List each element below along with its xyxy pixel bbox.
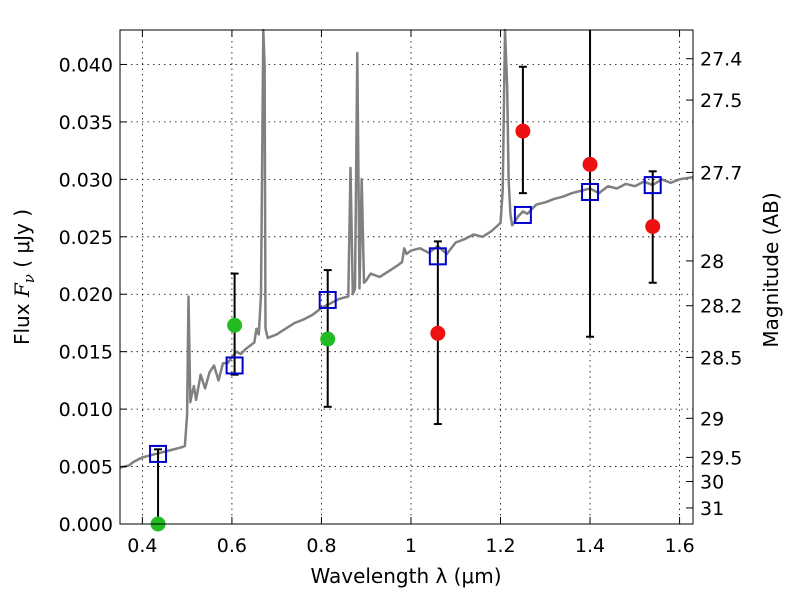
y2-tick-label: 28.5 [700,347,742,369]
x-tick-label: 1 [405,535,417,557]
tick-labels: 0.4 0.6 0.8 1 1.2 1.4 1.6 0.000 0.005 0.010 0.015 0… [59,49,743,557]
y2-tick-label: 29.5 [700,447,742,469]
model-photometry-square [428,247,447,266]
y2-tick-label: 27.7 [700,162,742,184]
x-tick-label: 1.6 [664,535,694,557]
red-data-point [515,123,531,139]
model-photometry-square [318,290,337,309]
y-axis-label-subscript: ν [20,274,38,283]
x-tick-label: 0.4 [127,535,157,557]
green-data-point [320,331,336,347]
model-spectrum [119,28,694,469]
x-tick-label: 1.4 [575,535,605,557]
y-axis-label-unit: ( μJy ) [10,209,34,274]
x-axis-label: Wavelength λ (μm) [310,564,501,588]
model-photometry-square [643,176,662,195]
model-photometry-square [225,356,244,375]
y-tick-label: 0.025 [59,227,113,249]
y2-tick-label: 30 [700,471,724,493]
y2-tick-label: 27.5 [700,90,742,112]
y2-tick-label: 28 [700,251,724,273]
y2-tick-label: 27.4 [700,49,742,71]
green-data-point [227,317,243,333]
y-tick-label: 0.015 [59,342,113,364]
y-tick-label: 0.000 [59,514,113,536]
x-tick-label: 0.6 [217,535,247,557]
y2-tick-label: 31 [700,498,724,520]
red-data-point [582,156,598,172]
model-photometry-square [581,182,600,201]
model-photometry-square [149,444,168,463]
x-tick-label: 1.2 [485,535,515,557]
red-data-point [645,218,661,234]
y-axis-label-prefix: Flux [10,297,34,345]
y2-tick-label: 29 [700,408,724,430]
data-markers [149,123,662,532]
y-tick-label: 0.030 [59,169,113,191]
y-tick-label: 0.020 [59,284,113,306]
axis-ticks [120,30,693,525]
y-tick-label: 0.005 [59,457,113,479]
y2-tick-label: 28.2 [700,296,742,318]
model-spectrum-line [119,28,694,469]
red-data-point [430,325,446,341]
y-tick-label: 0.010 [59,399,113,421]
y-axis-label-symbol: F [10,282,34,298]
plot-frame [119,29,694,525]
model-photometry-square [513,205,532,224]
y-tick-label: 0.040 [59,54,113,76]
y-axis-label: Flux Fν ( μJy ) [10,209,38,345]
y2-axis-label: Magnitude (AB) [759,192,783,347]
x-tick-label: 0.8 [306,535,336,557]
y-tick-label: 0.035 [59,112,113,134]
